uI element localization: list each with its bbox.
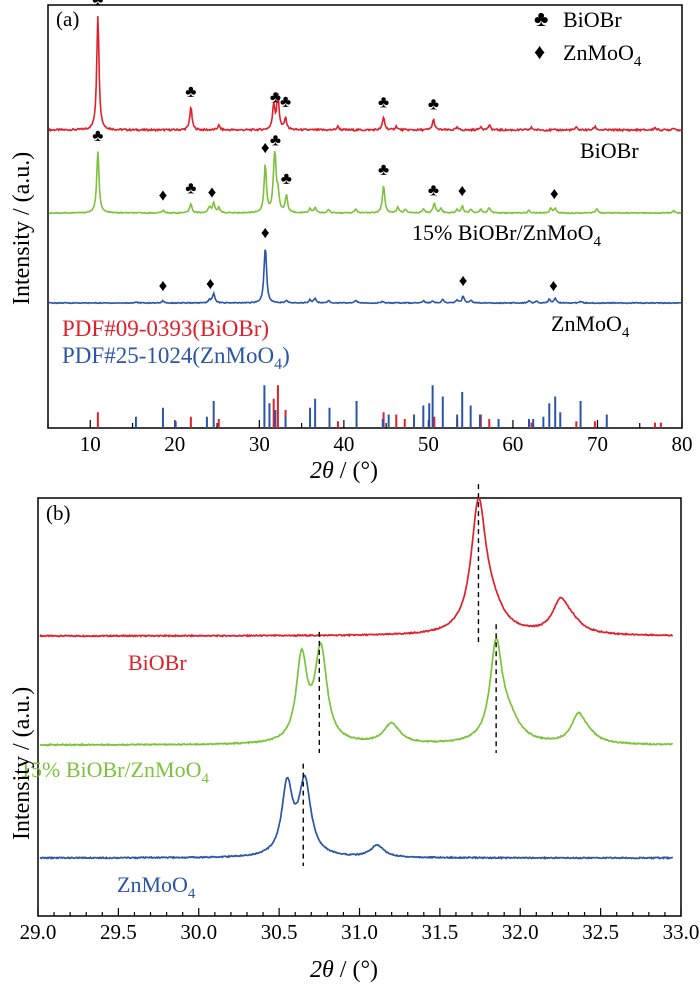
peak-marker: ♦ — [550, 184, 559, 203]
x-tick-label: 70 — [587, 432, 608, 456]
peak-marker: ♦ — [261, 223, 270, 242]
x-tick-label: 30.0 — [180, 920, 217, 944]
label-b-composite: 15% BiOBr/ZnMoO4 — [20, 757, 210, 787]
x-tick-label: 30.5 — [261, 920, 298, 944]
legend-biobr-label: BiOBr — [563, 7, 622, 32]
peak-marker: ♦ — [206, 274, 215, 293]
peak-marker: ♣ — [270, 130, 281, 149]
peak-marker: ♣ — [270, 87, 281, 106]
label-a-znmoo4: ZnMoO4 — [551, 311, 630, 341]
x-tick-label: 29.0 — [20, 920, 57, 944]
panel-b-x-axis: 29.0 29.5 30.0 30.5 31.0 31.5 32.0 32.5 33.0 — [20, 908, 700, 944]
series-line-1 — [39, 636, 674, 747]
x-tick-label: 30 — [249, 432, 270, 456]
ref-label-biobr: PDF#09-0393(BiOBr) — [62, 316, 269, 341]
panel-b-label: (b) — [46, 501, 71, 525]
x-tick-label: 10 — [80, 432, 101, 456]
peak-marker: ♣ — [185, 82, 196, 101]
peak-marker: ♣ — [428, 95, 439, 114]
panel-a-series — [48, 16, 682, 305]
ref-label-znmoo4: PDF#25-1024(ZnMoO4) — [62, 343, 290, 373]
series-line-0 — [48, 16, 682, 133]
peak-marker: ♦ — [159, 276, 168, 295]
panel-b-peak-guides — [302, 484, 497, 866]
label-a-biobr: BiOBr — [580, 138, 639, 163]
peak-marker: ♣ — [378, 92, 389, 111]
peak-marker: ♣ — [92, 126, 103, 145]
peak-marker: ♦ — [458, 181, 467, 200]
peak-marker: ♣ — [428, 181, 439, 200]
panel-a-reference-patterns — [96, 385, 662, 428]
panel-a-frame — [47, 4, 683, 429]
x-tick-label: 33.0 — [663, 920, 700, 944]
x-tick-label: 31.5 — [422, 920, 459, 944]
peak-marker: ♦ — [549, 276, 558, 295]
x-tick-label: 20 — [164, 432, 185, 456]
peak-marker: ♣ — [280, 92, 291, 111]
panel-a-x-label: 2θ / (°) — [310, 458, 378, 484]
panel-b-series — [39, 496, 674, 860]
panel-a-peak-markers: ♣♣♣♣♣♣♣♦♣♦♦♣♣♣♣♦♦♦♦♦♦♦ — [92, 0, 559, 295]
legend-club-symbol: ♣ — [534, 6, 548, 31]
panel-a-x-axis: 10 20 30 40 50 60 70 80 — [47, 420, 693, 456]
peak-marker: ♣ — [185, 179, 196, 198]
label-b-biobr: BiOBr — [128, 650, 187, 675]
peak-marker: ♦ — [159, 185, 168, 204]
x-tick-label: 32.0 — [502, 920, 539, 944]
peak-marker: ♣ — [281, 169, 292, 188]
panel-a-legend: ♣ BiOBr ♦ ZnMoO4 — [534, 6, 642, 70]
legend-diamond-symbol: ♦ — [534, 39, 545, 64]
series-line-2 — [49, 249, 682, 305]
legend-znmoo4-label: ZnMoO4 — [563, 40, 642, 70]
label-b-znmoo4: ZnMoO4 — [117, 872, 196, 902]
label-a-composite: 15% BiOBr/ZnMoO4 — [412, 220, 602, 250]
x-tick-label: 40 — [333, 432, 354, 456]
x-tick-label: 32.5 — [582, 920, 619, 944]
x-tick-label: 29.5 — [100, 920, 137, 944]
series-line-2 — [39, 774, 673, 860]
panel-a-y-label: Intensity / (a.u.) — [9, 152, 35, 305]
panel-a-label: (a) — [56, 7, 79, 31]
x-tick-label: 60 — [502, 432, 523, 456]
peak-marker: ♦ — [208, 182, 217, 201]
series-line-1 — [48, 150, 682, 215]
peak-marker: ♣ — [378, 160, 389, 179]
panel-b-x-label: 2θ / (°) — [310, 957, 378, 983]
series-line-0 — [39, 496, 674, 638]
panel-b-y-label: Intensity / (a.u.) — [9, 687, 35, 840]
x-tick-label: 80 — [672, 432, 693, 456]
x-tick-label: 31.0 — [341, 920, 378, 944]
peak-marker: ♦ — [261, 138, 270, 157]
x-tick-label: 50 — [418, 432, 439, 456]
peak-marker: ♦ — [459, 271, 468, 290]
peak-marker: ♣ — [92, 0, 103, 9]
